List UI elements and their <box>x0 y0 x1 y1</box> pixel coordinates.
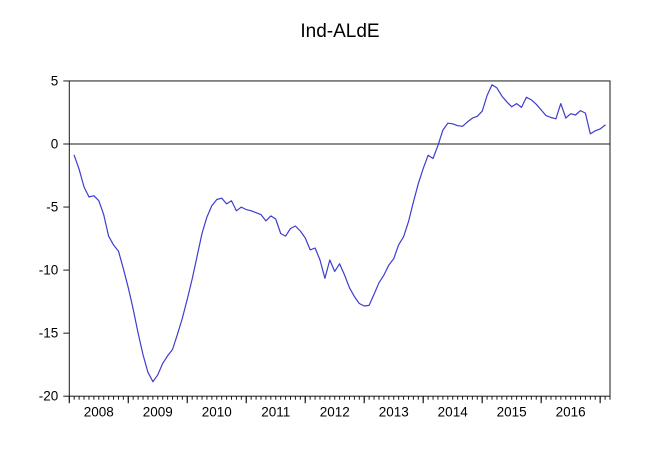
x-year-label: 2010 <box>202 405 232 420</box>
plot-frame <box>68 80 611 397</box>
y-tick-label: -10 <box>39 263 59 278</box>
x-year-label: 2012 <box>320 405 350 420</box>
x-year-label: 2011 <box>261 405 290 420</box>
x-year-label: 2009 <box>143 405 173 420</box>
chart-title: Ind-ALdE <box>300 21 380 42</box>
x-year-label: 2008 <box>84 405 114 420</box>
x-year-label: 2013 <box>379 405 409 420</box>
y-tick-label: 5 <box>51 73 59 88</box>
x-year-label: 2016 <box>556 405 586 420</box>
y-tick-label: -5 <box>46 200 58 215</box>
x-year-label: 2015 <box>497 405 527 420</box>
y-tick-label: 0 <box>51 137 59 152</box>
x-year-label: 2014 <box>438 405 469 420</box>
y-tick-label: -20 <box>39 389 59 404</box>
data-series-line <box>73 84 606 383</box>
y-tick-label: -15 <box>39 326 59 341</box>
